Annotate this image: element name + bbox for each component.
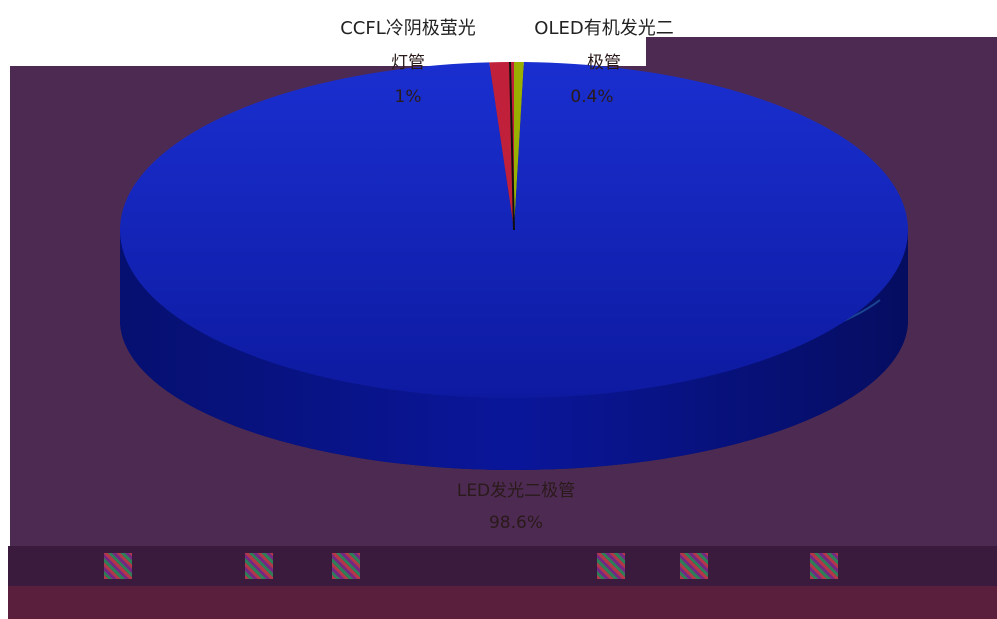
slice-label-ccfl-name-line1: CCFL冷阴极萤光: [340, 18, 476, 39]
background-band-top-right: [646, 37, 997, 67]
slice-label-ccfl-percent: 1%: [395, 87, 422, 107]
slice-label-oled-name-line1: OLED有机发光二: [534, 18, 673, 39]
artifact-block: [810, 553, 838, 579]
slice-label-led-percent: 98.6%: [489, 513, 543, 533]
slice-label-oled-name-line2: 极管: [587, 53, 621, 73]
artifact-block: [104, 553, 132, 579]
pie-slice-led: [119, 62, 908, 399]
artifact-block: [680, 553, 708, 579]
artifact-block: [332, 553, 360, 579]
background-strip-bottom: [8, 586, 997, 619]
slice-label-led-name: LED发光二极管: [457, 481, 575, 501]
artifact-block: [245, 553, 273, 579]
slice-label-oled-percent: 0.4%: [570, 87, 613, 107]
pie-slice-oled: [514, 62, 524, 230]
slice-divider: [509, 61, 515, 231]
slice-label-ccfl-name-line2: 灯管: [391, 53, 425, 73]
pie-slice-ccfl: [489, 62, 514, 230]
pie-side-front: [120, 230, 908, 470]
artifact-block: [597, 553, 625, 579]
